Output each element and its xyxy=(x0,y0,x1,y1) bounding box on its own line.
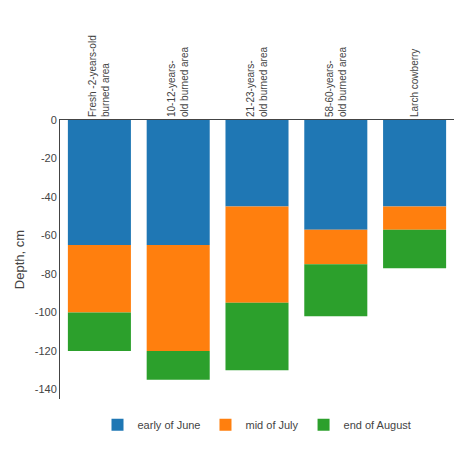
svg-text:-100: -100 xyxy=(35,306,57,318)
svg-text:-20: -20 xyxy=(41,152,57,164)
svg-text:-80: -80 xyxy=(41,268,57,280)
svg-text:end of August: end of August xyxy=(344,419,411,431)
svg-text:21-23-years-old burned area: 21-23-years-old burned area xyxy=(245,47,269,117)
svg-text:Fresh -2-years-oldburned area: Fresh -2-years-oldburned area xyxy=(87,35,111,117)
svg-text:mid of July: mid of July xyxy=(245,419,298,431)
svg-text:early of June: early of June xyxy=(138,419,201,431)
svg-text:58-60-years-old burned area: 58-60-years-old burned area xyxy=(324,47,348,117)
svg-text:-60: -60 xyxy=(41,229,57,241)
svg-text:-140: -140 xyxy=(35,383,57,395)
svg-text:-120: -120 xyxy=(35,345,57,357)
svg-text:Larch cowberry: Larch cowberry xyxy=(409,49,420,117)
svg-text:0: 0 xyxy=(51,114,57,126)
svg-text:Depth, cm: Depth, cm xyxy=(12,230,27,289)
svg-text:-40: -40 xyxy=(41,191,57,203)
svg-text:10-12-years-old burned area: 10-12-years-old burned area xyxy=(166,47,190,117)
